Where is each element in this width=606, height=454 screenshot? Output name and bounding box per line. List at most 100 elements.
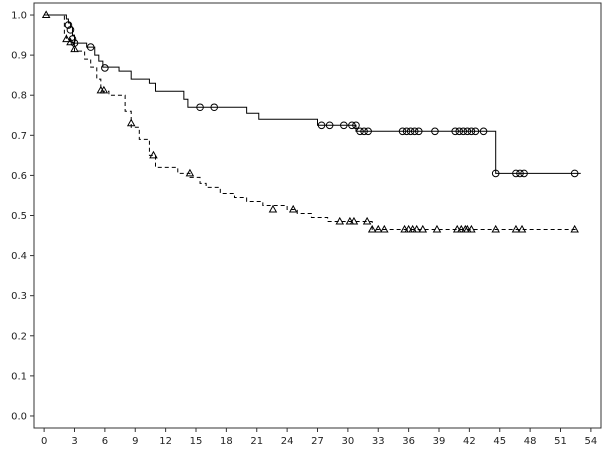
y-axis: 0.0 0.1 0.2 0.3 0.4 0.5 0.6 0.7 0.8 0.9 1.0	[11, 11, 34, 422]
censor-marker-circle	[455, 127, 464, 136]
censor-marker-triangle	[41, 10, 51, 19]
series-1-survival-curve	[44, 14, 581, 174]
y-tick-label: 0.4	[11, 251, 27, 262]
censor-marker-triangle	[400, 224, 409, 233]
censor-marker-triangle	[467, 224, 476, 233]
censor-marker-circle	[471, 127, 480, 136]
censor-marker-circle	[364, 127, 372, 136]
censor-marker-triangle	[345, 216, 355, 225]
x-tick-label: 42	[463, 436, 476, 447]
censor-marker-triangle	[517, 224, 527, 233]
censor-marker-circle	[66, 26, 75, 34]
censor-marker-triangle	[349, 216, 359, 225]
y-tick-label: 0.2	[11, 331, 27, 342]
censor-marker-triangle	[432, 224, 442, 233]
x-tick-label: 30	[342, 436, 355, 447]
censor-marker-triangle	[412, 224, 421, 233]
censor-marker-triangle	[362, 216, 372, 225]
censor-marker-circle	[64, 21, 73, 29]
x-tick-label: 54	[585, 436, 598, 447]
x-tick-label: 12	[159, 436, 172, 447]
censor-marker-triangle	[404, 224, 413, 233]
censor-marker-circle	[325, 121, 334, 130]
x-tick-label: 6	[102, 436, 108, 447]
censor-marker-circle	[196, 103, 204, 112]
censor-marker-triangle	[511, 224, 521, 233]
x-tick-label: 24	[281, 436, 294, 447]
censor-marker-triangle	[335, 216, 345, 225]
censor-marker-triangle	[491, 224, 500, 233]
y-tick-label: 0.3	[11, 291, 27, 302]
censor-marker-circle	[520, 169, 528, 178]
censor-marker-circle	[348, 121, 356, 130]
censor-marker-triangle	[367, 224, 377, 233]
censor-marker-circle	[406, 127, 415, 136]
censor-marker-circle	[340, 121, 348, 130]
x-axis: 0 3 6 9 12 15 18 21 24 27 30 33 36 39 42 45 48 51 54	[41, 428, 597, 447]
series-layer	[41, 10, 581, 233]
censor-marker-circle	[491, 169, 500, 178]
x-tick-label: 21	[250, 436, 263, 447]
censor-marker-circle	[86, 43, 95, 51]
x-tick-label: 3	[71, 436, 77, 447]
censor-marker-triangle	[463, 224, 472, 233]
censor-marker-circle	[414, 127, 423, 136]
censor-marker-triangle	[99, 85, 109, 94]
censor-marker-circle	[459, 127, 468, 136]
series-2	[41, 10, 579, 233]
censor-marker-circle	[516, 169, 524, 178]
censor-marker-circle	[356, 127, 364, 136]
y-tick-label: 0.0	[11, 411, 27, 422]
y-tick-label: 0.5	[11, 211, 27, 222]
censor-marker-triangle	[149, 150, 158, 159]
y-tick-label: 1.0	[11, 11, 27, 22]
censor-marker-circle	[479, 127, 488, 136]
censor-marker-circle	[210, 103, 219, 112]
y-tick-label: 0.8	[11, 91, 27, 102]
y-tick-label: 0.9	[11, 51, 27, 62]
censor-marker-triangle	[62, 34, 71, 43]
censor-marker-circle	[512, 169, 520, 178]
censor-marker-circle	[467, 127, 476, 136]
censor-marker-circle	[352, 121, 360, 130]
censor-marker-circle	[402, 127, 411, 136]
censor-marker-triangle	[373, 224, 383, 233]
x-tick-label: 39	[433, 436, 446, 447]
censor-marker-triangle	[288, 204, 298, 213]
x-tick-label: 15	[190, 436, 203, 447]
censor-marker-triangle	[185, 168, 195, 177]
y-tick-label: 0.7	[11, 131, 27, 142]
censor-marker-triangle	[126, 118, 136, 127]
censor-marker-circle	[570, 169, 579, 178]
censor-marker-circle	[451, 127, 460, 136]
censor-marker-triangle	[268, 204, 278, 213]
censor-marker-triangle	[570, 224, 579, 233]
x-tick-label: 45	[493, 436, 506, 447]
censor-marker-circle	[101, 64, 109, 72]
y-tick-label: 0.6	[11, 171, 27, 182]
x-tick-label: 48	[524, 436, 537, 447]
x-tick-label: 33	[372, 436, 385, 447]
censor-marker-circle	[398, 127, 407, 136]
censor-marker-triangle	[66, 37, 75, 46]
series-2-survival-curve	[44, 14, 576, 231]
x-tick-label: 51	[554, 436, 567, 447]
censor-marker-triangle	[452, 224, 462, 233]
censor-marker-triangle	[418, 224, 428, 233]
censor-marker-circle	[410, 127, 419, 136]
censor-marker-triangle	[457, 224, 466, 233]
censor-marker-triangle	[70, 44, 79, 53]
y-tick-label: 0.1	[11, 371, 27, 382]
censor-marker-circle	[317, 121, 326, 130]
censor-marker-circle	[360, 127, 368, 136]
x-tick-label: 9	[132, 436, 138, 447]
censor-marker-circle	[463, 127, 472, 136]
series-1	[44, 14, 581, 178]
censor-marker-triangle	[408, 224, 417, 233]
x-tick-label: 36	[402, 436, 415, 447]
x-tick-label: 0	[41, 436, 47, 447]
x-tick-label: 18	[220, 436, 233, 447]
censor-marker-circle	[431, 127, 439, 136]
censor-marker-triangle	[380, 224, 389, 233]
